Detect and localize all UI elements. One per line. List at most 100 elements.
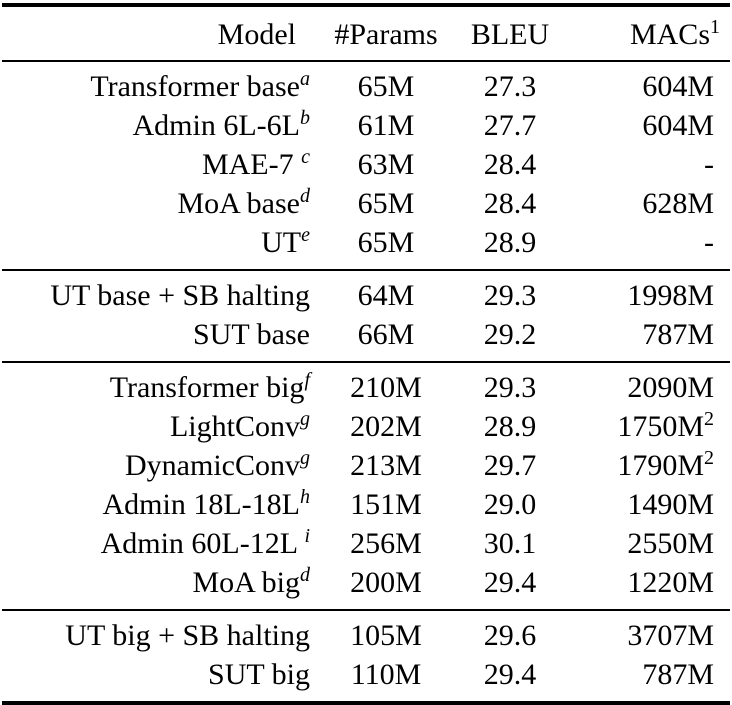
cell-model: Admin 60L-12L i [2, 525, 322, 564]
cell-bleu: 29.6 [450, 610, 570, 656]
bleu-value: 28.9 [483, 226, 537, 259]
macs-value: 1790M [617, 449, 704, 482]
table-section: Transformer bigf 210M 29.3 2090M LightConvg 2… [2, 362, 730, 610]
cell-macs: 1790M2 [570, 447, 730, 486]
table-row: Admin 6L-6Lb 61M 27.7 604M [2, 107, 730, 146]
params-value: 65M [357, 226, 415, 259]
model-footnote-marker: d [300, 185, 310, 207]
cell-bleu: 27.3 [450, 61, 570, 107]
cell-bleu: 28.9 [450, 224, 570, 270]
cell-macs: 1750M2 [570, 408, 730, 447]
model-footnote-marker: f [304, 369, 310, 391]
cell-bleu: 30.1 [450, 525, 570, 564]
model-footnote-marker: h [300, 486, 310, 508]
macs-value: - [704, 148, 714, 181]
cell-params: 64M [322, 270, 450, 316]
cell-bleu: 27.7 [450, 107, 570, 146]
model-value: SUT base [193, 318, 310, 351]
table-row: MAE-7 c 63M 28.4 - [2, 146, 730, 185]
macs-value: 604M [642, 109, 714, 142]
model-value: UT base + SB halting [50, 279, 310, 312]
params-value: 63M [357, 148, 415, 181]
model-value: UT big + SB halting [65, 619, 310, 652]
cell-macs: - [570, 146, 730, 185]
macs-value: 787M [642, 658, 714, 691]
bleu-value: 29.3 [483, 371, 537, 404]
model-value: Admin 6L-6L [132, 109, 300, 142]
model-value: Admin 18L-18L [102, 488, 300, 521]
model-footnote-marker: e [301, 224, 310, 246]
cell-bleu: 29.4 [450, 564, 570, 610]
params-value: 151M [350, 488, 422, 521]
table-row: MoA bigd 200M 29.4 1220M [2, 564, 730, 610]
model-value: Admin 60L-12L [100, 527, 305, 560]
header-cell-macs: MACs1 [570, 5, 730, 62]
header-label: MACs [629, 18, 710, 51]
table-row: Admin 18L-18Lh 151M 29.0 1490M [2, 486, 730, 525]
bleu-value: 29.7 [483, 449, 537, 482]
table-row: UTe 65M 28.9 - [2, 224, 730, 270]
cell-model: Transformer basea [2, 61, 322, 107]
cell-macs: 2550M [570, 525, 730, 564]
table-section: UT big + SB halting 105M 29.6 3707M SUT big 1… [2, 610, 730, 703]
bleu-value: 28.9 [483, 410, 537, 443]
params-value: 213M [350, 449, 422, 482]
cell-params: 110M [322, 656, 450, 703]
cell-params: 213M [322, 447, 450, 486]
cell-params: 65M [322, 224, 450, 270]
cell-params: 210M [322, 362, 450, 408]
cell-params: 63M [322, 146, 450, 185]
bleu-value: 30.1 [483, 527, 537, 560]
model-footnote-marker: b [300, 107, 310, 129]
header-label: BLEU [470, 18, 550, 51]
header-label: Model [217, 18, 296, 51]
bleu-value: 27.7 [483, 109, 537, 142]
model-value: DynamicConv [125, 449, 300, 482]
cell-macs: 1490M [570, 486, 730, 525]
header-cell-bleu: BLEU [450, 5, 570, 62]
table-section: Transformer basea 65M 27.3 604M Admin 6L-6Lb… [2, 61, 730, 270]
cell-macs: 787M [570, 316, 730, 362]
cell-macs: - [570, 224, 730, 270]
cell-bleu: 29.4 [450, 656, 570, 703]
cell-bleu: 29.3 [450, 270, 570, 316]
header-label: #Params [334, 18, 438, 51]
cell-params: 65M [322, 185, 450, 224]
model-footnote-marker: d [300, 564, 310, 586]
bleu-value: 29.2 [483, 318, 537, 351]
table-row: Transformer basea 65M 27.3 604M [2, 61, 730, 107]
table-row: MoA based 65M 28.4 628M [2, 185, 730, 224]
model-value: MoA base [177, 187, 301, 220]
cell-model: DynamicConvg [2, 447, 322, 486]
table-row: LightConvg 202M 28.9 1750M2 [2, 408, 730, 447]
macs-value: 1750M [617, 410, 704, 443]
macs-value: 787M [642, 318, 714, 351]
macs-value: 2550M [627, 527, 714, 560]
macs-value: 2090M [627, 371, 714, 404]
cell-macs: 604M [570, 107, 730, 146]
bleu-value: 29.4 [483, 566, 537, 599]
macs-value: 3707M [627, 619, 714, 652]
params-value: 110M [350, 658, 422, 691]
cell-macs: 2090M [570, 362, 730, 408]
table-row: DynamicConvg 213M 29.7 1790M2 [2, 447, 730, 486]
cell-bleu: 28.4 [450, 185, 570, 224]
cell-model: MoA based [2, 185, 322, 224]
cell-params: 105M [322, 610, 450, 656]
cell-macs: 604M [570, 61, 730, 107]
cell-model: LightConvg [2, 408, 322, 447]
model-value: MAE-7 [201, 148, 302, 181]
params-value: 64M [357, 279, 415, 312]
table-row: UT base + SB halting 64M 29.3 1998M [2, 270, 730, 316]
macs-footnote-marker: 2 [704, 408, 714, 430]
params-value: 105M [350, 619, 422, 652]
results-table: Model #Params BLEU MACs1 Transformer basea 6… [2, 3, 730, 705]
cell-model: Admin 6L-6Lb [2, 107, 322, 146]
table-row: Admin 60L-12L i 256M 30.1 2550M [2, 525, 730, 564]
macs-value: 1220M [627, 566, 714, 599]
params-value: 210M [350, 371, 422, 404]
cell-macs: 628M [570, 185, 730, 224]
table-row: Transformer bigf 210M 29.3 2090M [2, 362, 730, 408]
params-value: 66M [357, 318, 415, 351]
model-value: MoA big [192, 566, 300, 599]
